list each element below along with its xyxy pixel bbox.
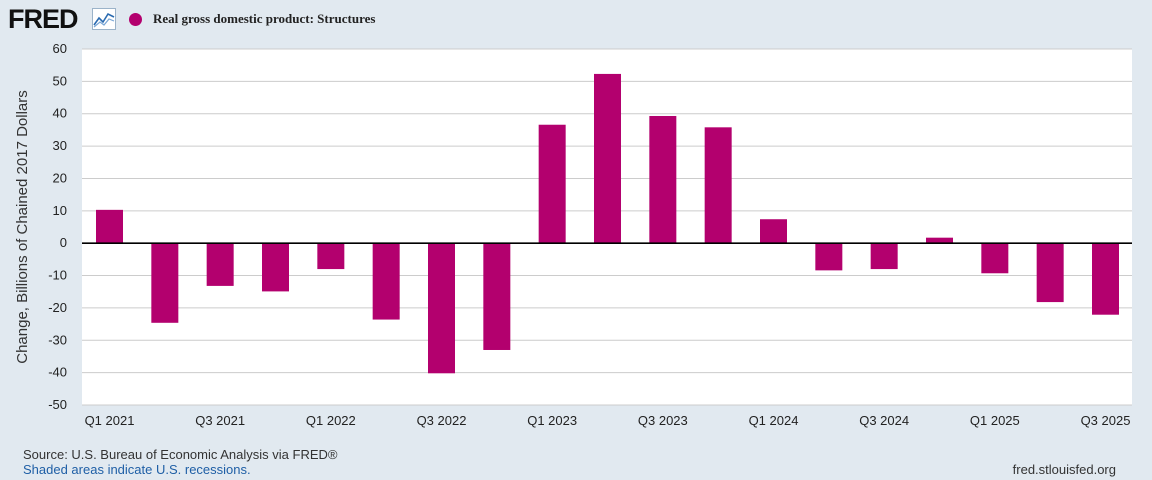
y-tick-label: 20 <box>53 170 67 185</box>
y-tick-label: -50 <box>48 397 67 412</box>
footer-url[interactable]: fred.stlouisfed.org <box>1012 462 1116 477</box>
x-tick-label: Q3 2022 <box>417 413 467 428</box>
bar[interactable] <box>704 127 732 244</box>
y-axis-title: Change, Billions of Chained 2017 Dollars <box>14 90 31 364</box>
legend-swatch <box>129 13 142 26</box>
y-tick-label: 10 <box>53 203 67 218</box>
fred-chart-icon <box>92 8 116 30</box>
bar[interactable] <box>981 243 1009 274</box>
y-tick-label: -10 <box>48 268 67 283</box>
y-tick-label: -20 <box>48 300 67 315</box>
bar[interactable] <box>1092 243 1119 315</box>
y-tick-label: 40 <box>53 106 67 121</box>
x-tick-label: Q3 2024 <box>859 413 909 428</box>
x-tick-label: Q3 2023 <box>638 413 688 428</box>
gridlines <box>82 48 1132 406</box>
footer-recession-note[interactable]: Shaded areas indicate U.S. recessions. <box>23 462 251 477</box>
bar[interactable] <box>594 73 621 244</box>
bar[interactable] <box>926 237 953 244</box>
bar[interactable] <box>760 219 787 244</box>
y-tick-label: -40 <box>48 365 67 380</box>
x-tick-label: Q3 2021 <box>195 413 245 428</box>
bar[interactable] <box>1036 243 1064 303</box>
fred-logo[interactable]: FRED <box>8 4 78 34</box>
x-tick-label: Q3 2025 <box>1081 413 1131 428</box>
bar[interactable] <box>483 243 511 350</box>
bar[interactable] <box>317 243 345 270</box>
y-tick-label: 0 <box>60 235 67 250</box>
y-tick-label: 60 <box>53 41 67 56</box>
x-tick-label: Q1 2022 <box>306 413 356 428</box>
x-tick-label: Q1 2024 <box>749 413 799 428</box>
footer-source: Source: U.S. Bureau of Economic Analysis… <box>23 447 338 462</box>
x-tick-labels: Q1 2021 Q3 2021 Q1 2022 Q3 2022 Q1 2023 Q3 20… <box>85 413 1131 428</box>
legend-label: Real gross domestic product: Structures <box>153 11 376 26</box>
bar[interactable] <box>372 243 400 320</box>
bar[interactable] <box>262 243 289 292</box>
bars <box>96 73 1119 374</box>
bar[interactable] <box>96 209 123 244</box>
bar[interactable] <box>206 243 234 286</box>
x-tick-label: Q1 2021 <box>85 413 135 428</box>
bar[interactable] <box>815 243 843 271</box>
bar[interactable] <box>538 124 566 244</box>
x-tick-label: Q1 2023 <box>527 413 577 428</box>
bar[interactable] <box>870 243 898 270</box>
y-tick-label: 50 <box>53 73 67 88</box>
chart-header: FRED Real gross domestic product: Struct… <box>0 0 1152 40</box>
x-tick-label: Q1 2025 <box>970 413 1020 428</box>
y-tick-label: -30 <box>48 332 67 347</box>
bar[interactable] <box>649 115 677 244</box>
bar[interactable] <box>428 243 455 374</box>
bar-chart: 60 50 40 30 20 10 0 -10 -20 -30 -40 -50 Q1 2021 Q3 2… <box>14 41 1132 428</box>
bar[interactable] <box>151 243 179 323</box>
y-tick-label: 30 <box>53 138 67 153</box>
y-tick-labels: 60 50 40 30 20 10 0 -10 -20 -30 -40 -50 <box>48 41 67 412</box>
